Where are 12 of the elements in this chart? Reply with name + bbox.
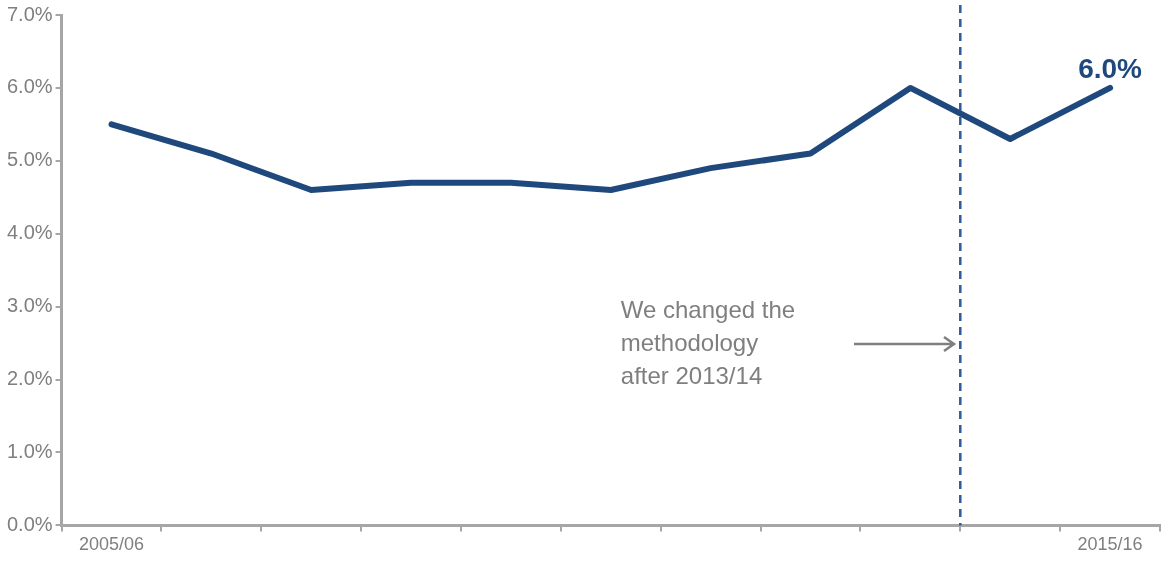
x-tick-label: 2005/06 [78,534,145,555]
y-tick-label: 4.0% [6,221,53,244]
y-tick-label: 1.0% [6,440,53,462]
annotation: We changed the methodology after 2013/14 [620,295,796,389]
x-tick-label: 2015/16 [1077,534,1143,555]
y-tick-label: 0.0% [6,512,53,535]
data-label: 6.0% [1078,52,1143,84]
y-tick-label: 5.0% [6,148,53,171]
y-tick-label: 7.0% [6,2,53,25]
y-tick-label: 2.0% [6,367,53,390]
y-tick-label: 6.0% [6,75,53,98]
y-tick-label: 3.0% [6,294,53,317]
